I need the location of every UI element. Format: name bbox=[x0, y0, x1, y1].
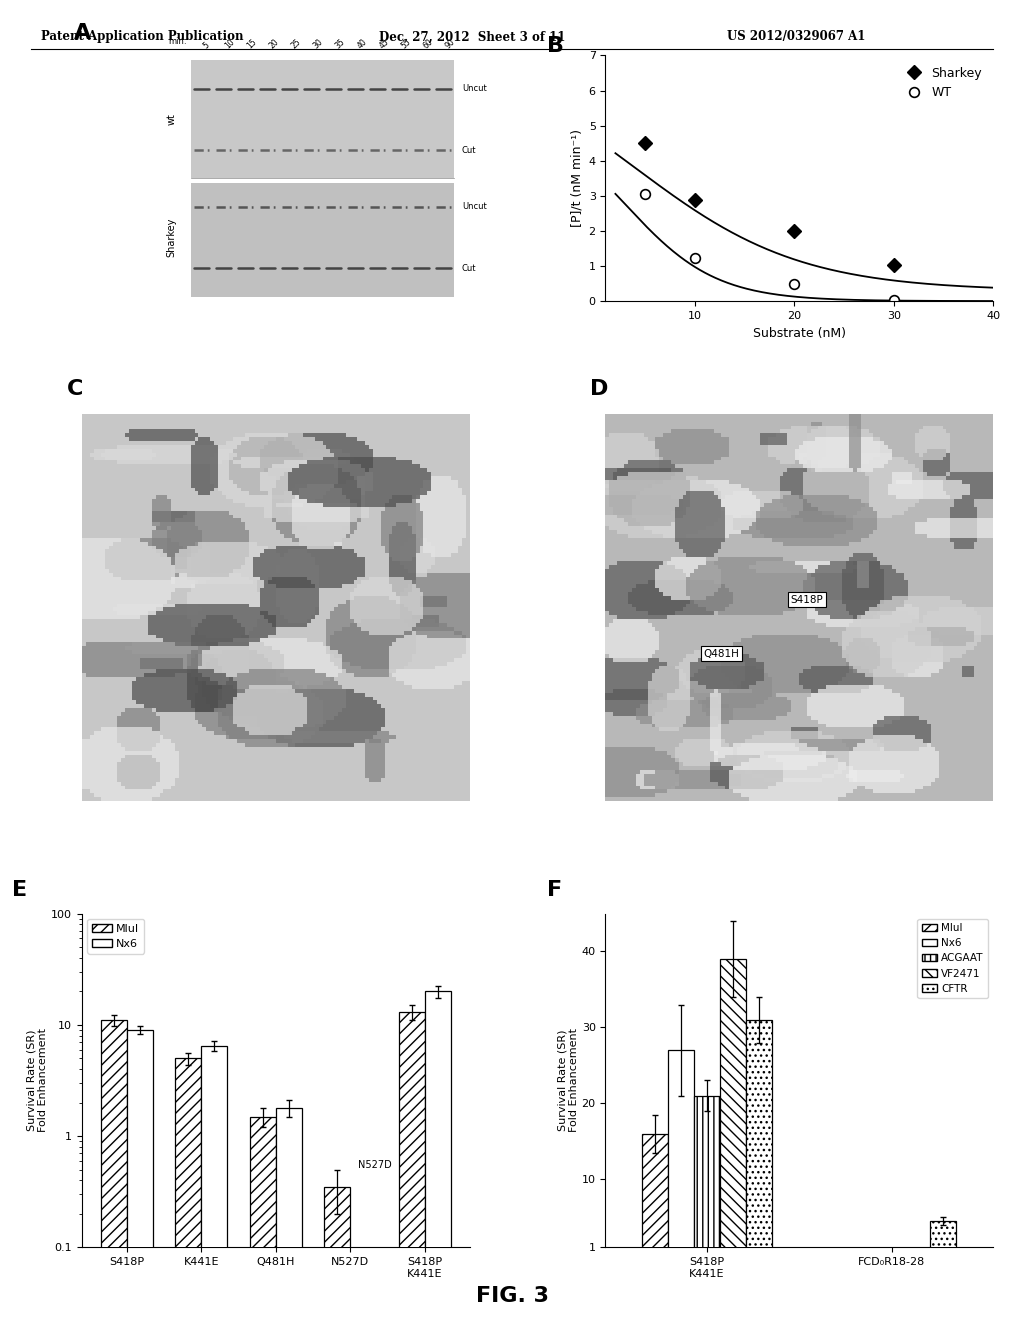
Text: B: B bbox=[547, 36, 564, 55]
Legend: Sharkey, WT: Sharkey, WT bbox=[896, 62, 987, 104]
Legend: MluI, Nx6, ACGAAT, VF2471, CFTR: MluI, Nx6, ACGAAT, VF2471, CFTR bbox=[918, 919, 988, 998]
Bar bbox=[720, 960, 745, 1255]
Text: wt: wt bbox=[166, 114, 176, 125]
Bar bbox=[202, 1045, 227, 1320]
Text: 25: 25 bbox=[290, 37, 302, 50]
Text: FIG. 3: FIG. 3 bbox=[475, 1286, 549, 1307]
Bar bbox=[275, 1107, 302, 1320]
Text: 55: 55 bbox=[399, 37, 413, 50]
Text: Q481H: Q481H bbox=[703, 649, 739, 659]
Text: US 2012/0329067 A1: US 2012/0329067 A1 bbox=[727, 30, 865, 44]
Text: 20: 20 bbox=[267, 37, 281, 50]
Text: F: F bbox=[547, 880, 562, 900]
Text: Dec. 27, 2012  Sheet 3 of 11: Dec. 27, 2012 Sheet 3 of 11 bbox=[379, 30, 565, 44]
Bar bbox=[100, 1020, 127, 1320]
Bar bbox=[127, 1030, 153, 1320]
Text: N527D: N527D bbox=[357, 1159, 391, 1170]
Legend: MluI, Nx6: MluI, Nx6 bbox=[87, 919, 144, 953]
Y-axis label: Survival Rate (SR)
Fold Enhancement: Survival Rate (SR) Fold Enhancement bbox=[557, 1028, 579, 1133]
Text: 15: 15 bbox=[246, 37, 259, 50]
Text: Patent Application Publication: Patent Application Publication bbox=[41, 30, 244, 44]
Bar bbox=[694, 1096, 720, 1255]
Text: 10: 10 bbox=[223, 37, 237, 50]
Bar bbox=[250, 1117, 275, 1320]
Text: 35: 35 bbox=[334, 37, 346, 50]
Text: Sharkey: Sharkey bbox=[166, 218, 176, 257]
X-axis label: Substrate (nM): Substrate (nM) bbox=[753, 327, 846, 339]
Text: E: E bbox=[12, 880, 28, 900]
Y-axis label: Survival Rate (SR)
Fold Enhancement: Survival Rate (SR) Fold Enhancement bbox=[27, 1028, 48, 1133]
Text: D: D bbox=[590, 379, 608, 399]
Text: 5: 5 bbox=[202, 41, 211, 50]
Bar bbox=[669, 1051, 694, 1255]
Text: 90: 90 bbox=[443, 37, 457, 50]
Bar bbox=[325, 1187, 350, 1320]
Text: 45: 45 bbox=[377, 37, 390, 50]
Text: Cut: Cut bbox=[462, 145, 476, 154]
Text: min:: min: bbox=[168, 37, 186, 46]
Bar bbox=[642, 1134, 669, 1255]
Text: 30: 30 bbox=[311, 37, 325, 50]
Bar bbox=[931, 1221, 956, 1255]
Text: C: C bbox=[67, 379, 83, 399]
Text: 40: 40 bbox=[355, 37, 369, 50]
Bar bbox=[190, 183, 455, 297]
Bar bbox=[425, 991, 452, 1320]
Text: Uncut: Uncut bbox=[462, 84, 486, 94]
Text: 60: 60 bbox=[421, 37, 434, 50]
Text: Cut: Cut bbox=[462, 264, 476, 273]
Bar bbox=[175, 1059, 202, 1320]
Text: A: A bbox=[74, 24, 91, 44]
Bar bbox=[745, 1020, 772, 1255]
Y-axis label: [P]/t (nM min⁻¹): [P]/t (nM min⁻¹) bbox=[570, 129, 583, 227]
Text: Uncut: Uncut bbox=[462, 202, 486, 211]
Bar bbox=[399, 1012, 425, 1320]
Text: S418P: S418P bbox=[791, 595, 823, 605]
Bar bbox=[190, 61, 455, 178]
